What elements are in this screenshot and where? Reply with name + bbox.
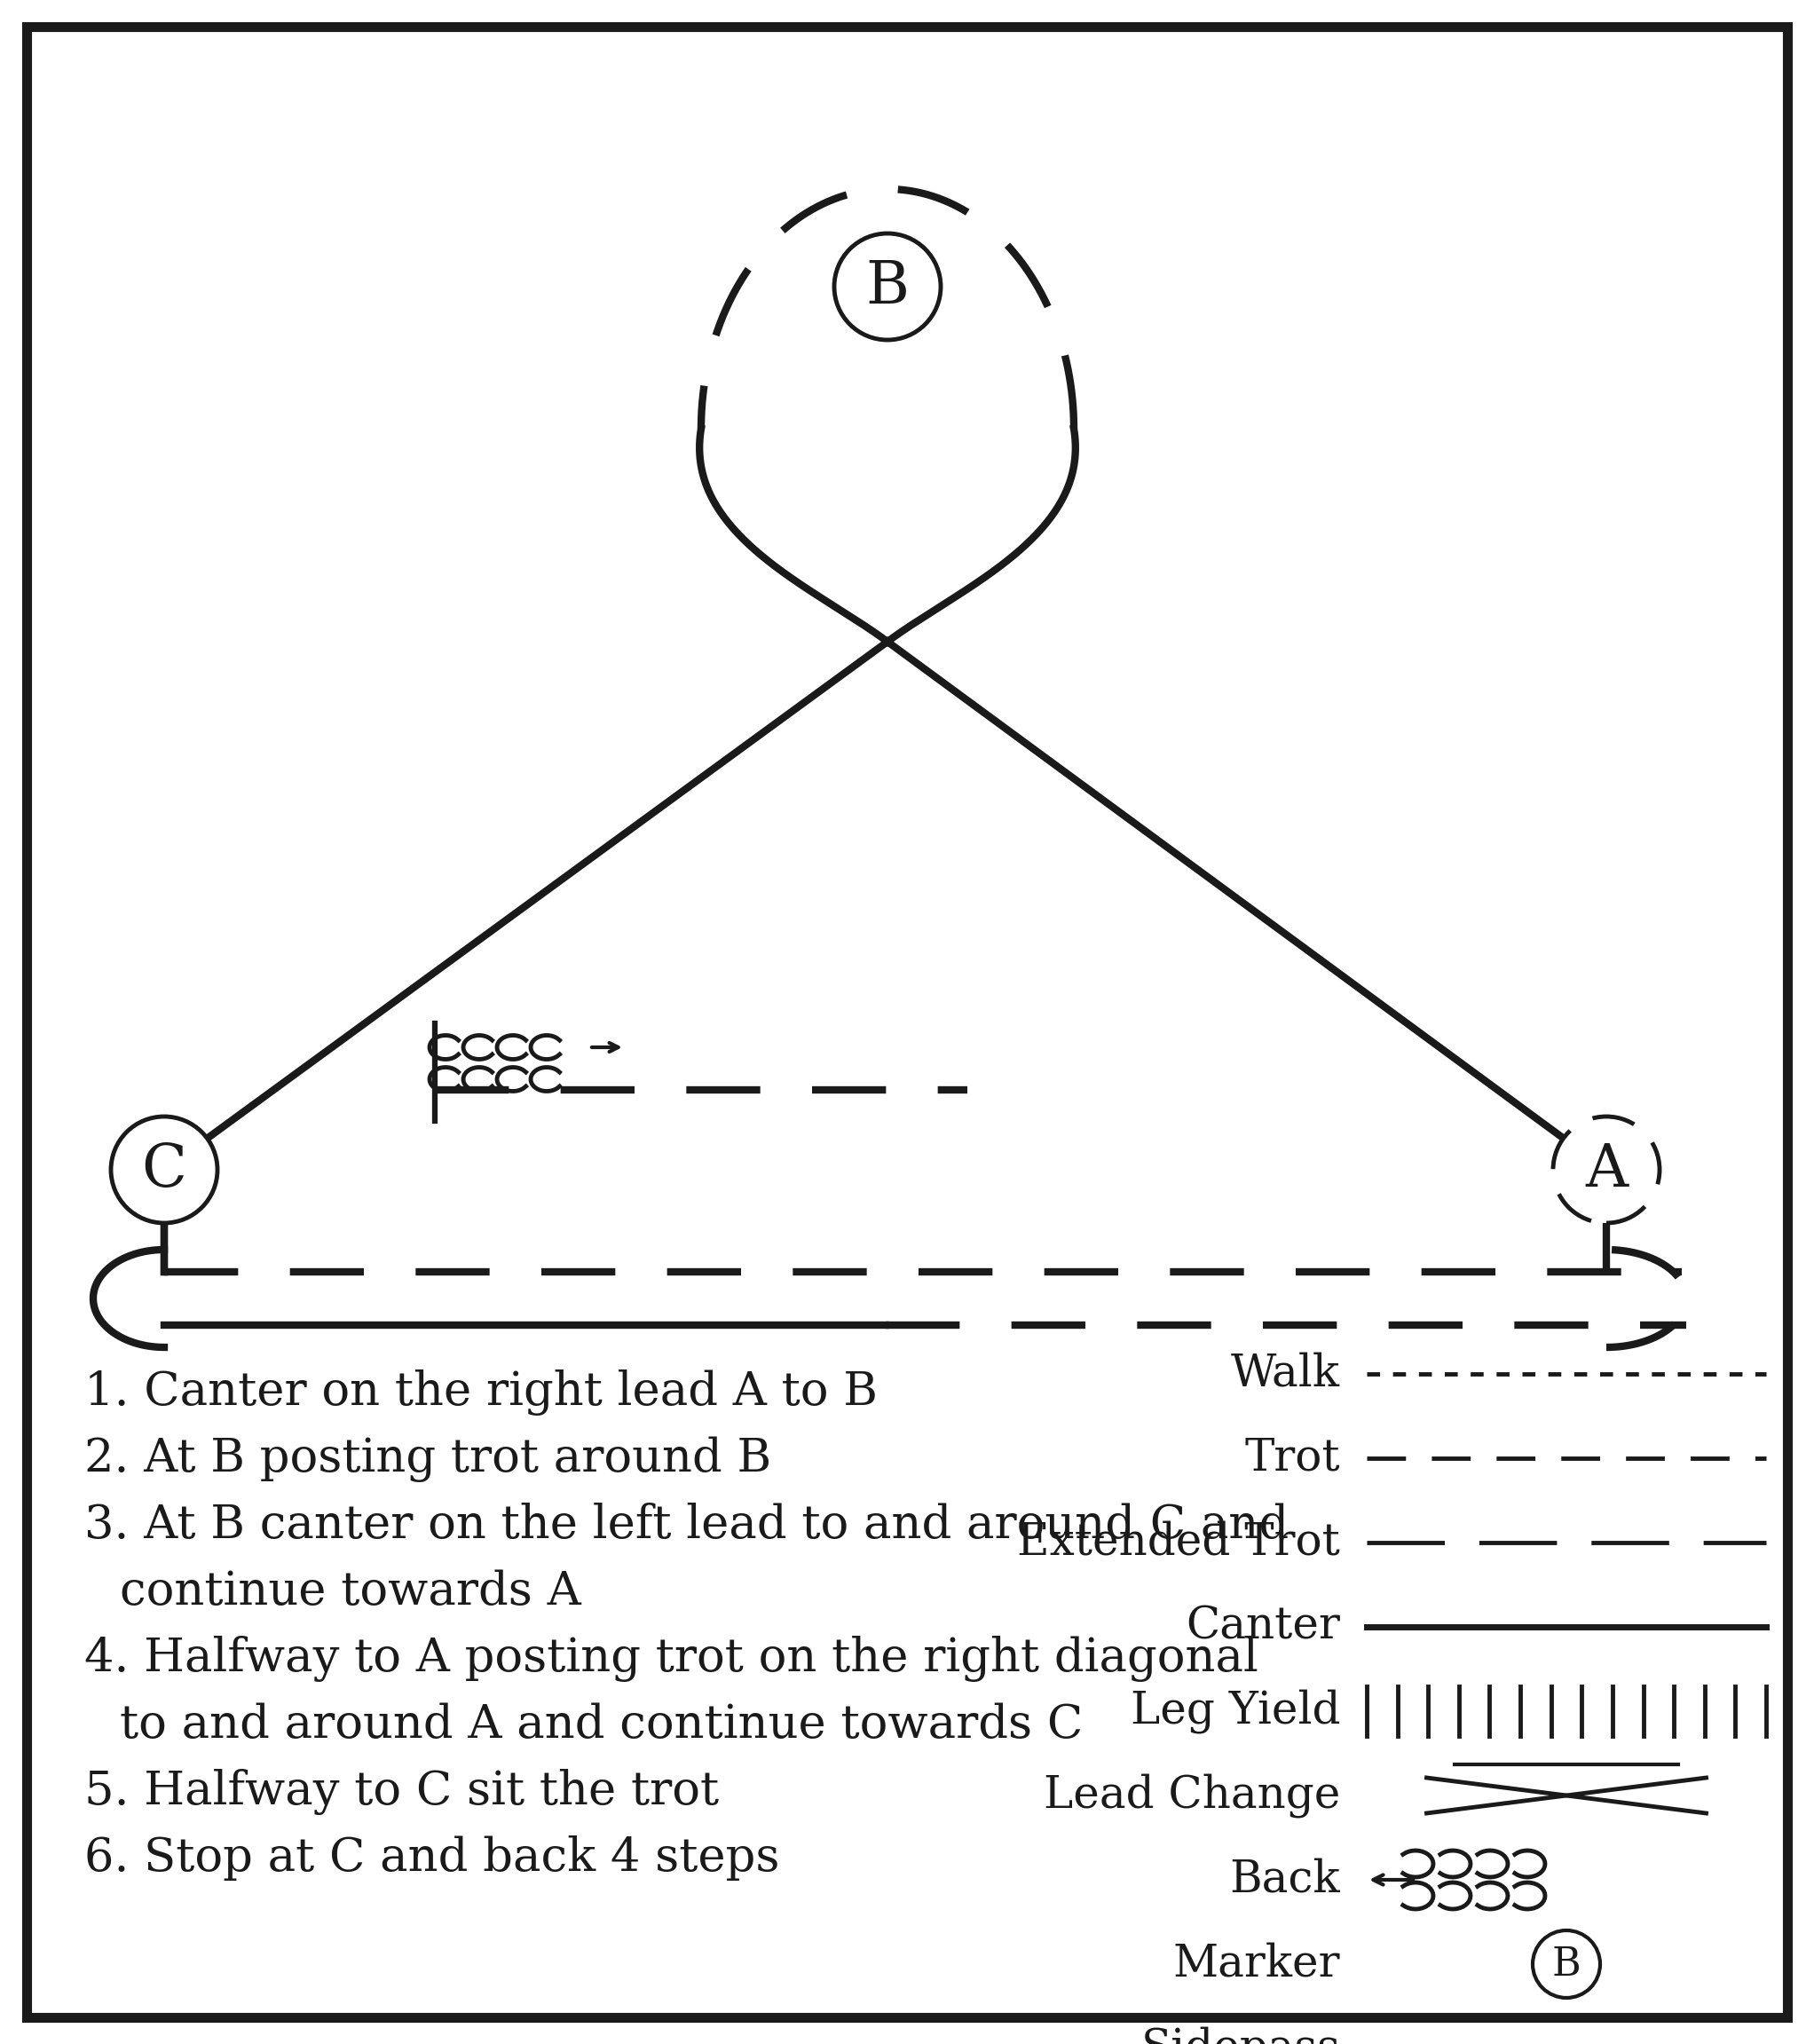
Circle shape (111, 1116, 218, 1222)
Text: A: A (1585, 1141, 1627, 1198)
Text: 1. Canter on the right lead A to B: 1. Canter on the right lead A to B (83, 1369, 878, 1416)
Text: 3. At B canter on the left lead to and around C and: 3. At B canter on the left lead to and a… (83, 1502, 1288, 1547)
Text: 2. At B posting trot around B: 2. At B posting trot around B (83, 1437, 771, 1482)
Text: continue towards A: continue towards A (120, 1570, 580, 1615)
Circle shape (834, 233, 941, 339)
Text: Back: Back (1230, 1858, 1341, 1901)
Text: B: B (1551, 1946, 1582, 1983)
Text: to and around A and continue towards C: to and around A and continue towards C (120, 1703, 1083, 1748)
Text: B: B (865, 258, 909, 315)
Text: 4. Halfway to A posting trot on the right diagonal: 4. Halfway to A posting trot on the righ… (83, 1635, 1259, 1682)
Text: Trot: Trot (1244, 1437, 1341, 1480)
Text: C: C (141, 1141, 187, 1198)
Text: Leg Yield: Leg Yield (1130, 1688, 1341, 1733)
Text: Canter: Canter (1186, 1605, 1341, 1650)
Text: Lead Change: Lead Change (1043, 1774, 1341, 1817)
Text: 6. Stop at C and back 4 steps: 6. Stop at C and back 4 steps (83, 1836, 780, 1880)
Circle shape (1533, 1930, 1600, 1997)
Text: 5. Halfway to C sit the trot: 5. Halfway to C sit the trot (83, 1768, 718, 1815)
Text: Walk: Walk (1232, 1351, 1341, 1396)
Text: Marker: Marker (1174, 1942, 1341, 1987)
Text: Sidepass: Sidepass (1141, 2026, 1341, 2044)
Text: Extended Trot: Extended Trot (1018, 1521, 1341, 1564)
Circle shape (1553, 1116, 1660, 1222)
